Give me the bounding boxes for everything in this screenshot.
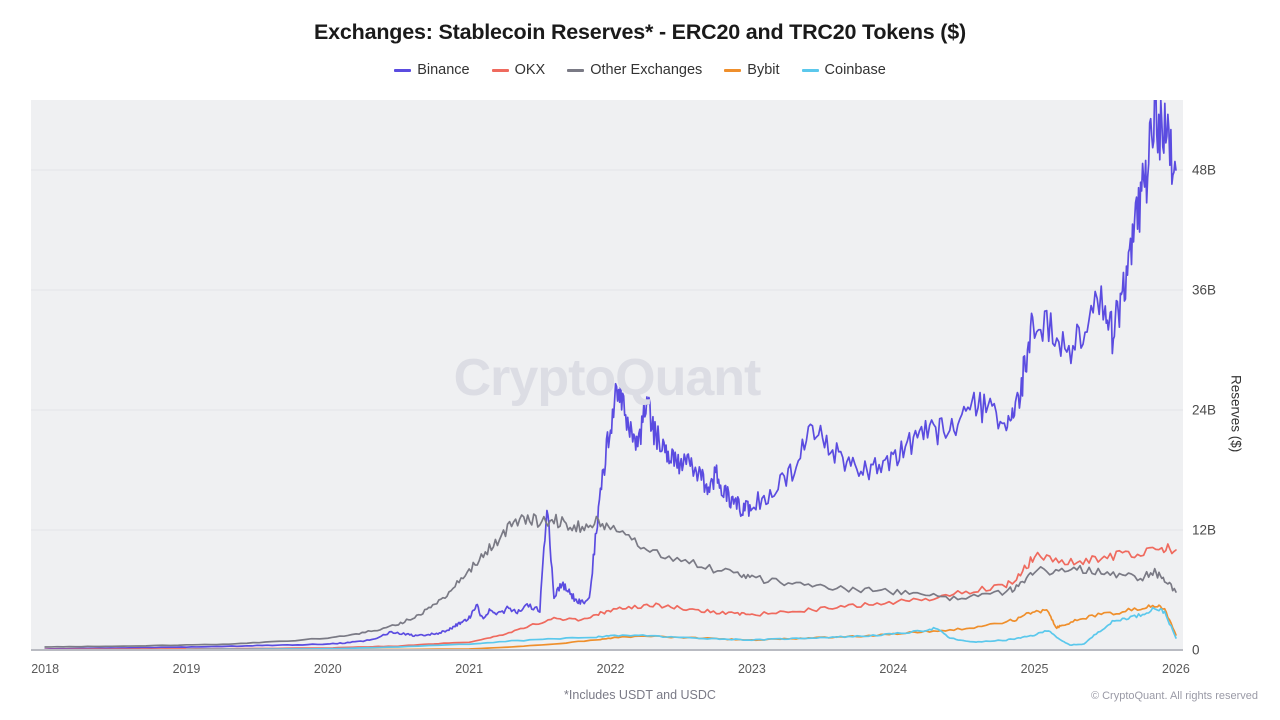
x-axis-tick-label: 2025	[1020, 662, 1049, 676]
x-axis-tick-label: 2019	[172, 662, 201, 676]
x-axis-tick-label: 2023	[737, 662, 766, 676]
series-line-coinbase	[185, 606, 1177, 650]
copyright-notice: © CryptoQuant. All rights reserved	[1090, 690, 1258, 702]
legend-item-binance[interactable]: Binance	[394, 62, 470, 78]
legend-swatch-icon	[801, 68, 819, 72]
x-axis-tick-label: 2024	[879, 662, 908, 676]
y-axis-tick-label: 48B	[1192, 162, 1217, 178]
gridlines	[31, 169, 1183, 531]
series-line-okx	[44, 543, 1177, 650]
x-axis-tick-label: 2020	[313, 662, 342, 676]
y-axis-tick-label: 12B	[1192, 522, 1217, 538]
chart-canvas	[31, 100, 1183, 650]
y-axis-title: Reserves ($)	[1228, 375, 1244, 453]
x-axis-tick-label: 2021	[455, 662, 484, 676]
y-axis-tick-label: 36B	[1192, 282, 1217, 298]
x-axis-line	[31, 649, 1183, 651]
chart-legend: Binance OKX Other Exchanges Bybit Coinbase	[0, 63, 1280, 78]
series-line-binance	[44, 100, 1177, 650]
legend-item-bybit[interactable]: Bybit	[724, 62, 780, 78]
legend-item-coinbase[interactable]: Coinbase	[801, 62, 886, 78]
x-axis-tick-label: 2026	[1162, 662, 1190, 676]
x-axis-tick-label: 2018	[31, 662, 60, 676]
y-axis-tick-label: 0	[1192, 642, 1200, 658]
legend-item-okx[interactable]: OKX	[491, 62, 546, 78]
legend-swatch-icon	[567, 68, 585, 72]
plot-area: CryptoQuant	[31, 100, 1183, 650]
x-axis-tick-label: 2022	[596, 662, 625, 676]
chart-footnote: *Includes USDT and USDC	[564, 688, 716, 702]
series-line-other-exchanges	[44, 513, 1177, 648]
data-series-group	[44, 100, 1177, 650]
legend-label: OKX	[514, 62, 546, 78]
y-axis-tick-label: 24B	[1192, 402, 1217, 418]
legend-item-other-exchanges[interactable]: Other Exchanges	[567, 63, 702, 78]
legend-label: Bybit	[747, 62, 780, 78]
legend-label: Other Exchanges	[590, 62, 703, 78]
page-title: Exchanges: Stablecoin Reserves* - ERC20 …	[314, 20, 966, 44]
legend-label: Coinbase	[824, 62, 886, 78]
legend-label: Binance	[417, 62, 470, 78]
legend-swatch-icon	[491, 68, 509, 72]
legend-swatch-icon	[724, 68, 742, 72]
legend-swatch-icon	[394, 68, 412, 72]
